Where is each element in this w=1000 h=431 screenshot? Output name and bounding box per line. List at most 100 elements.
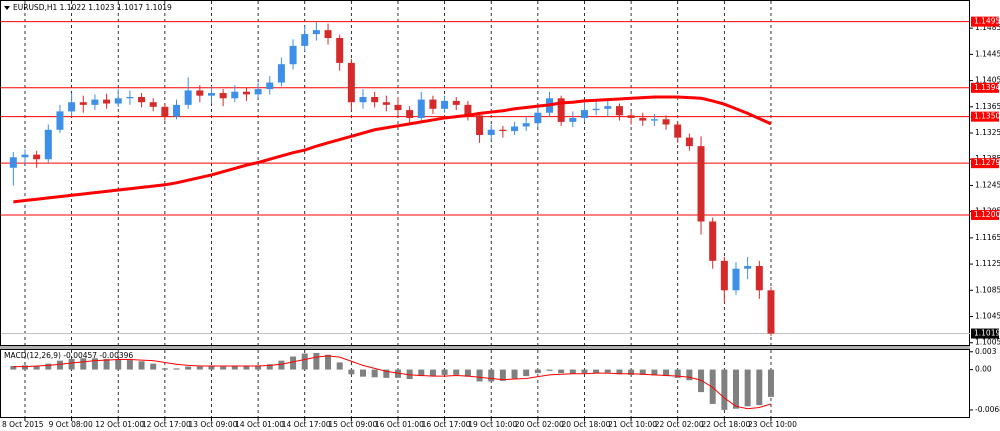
candle-body — [289, 45, 297, 65]
macd-bar — [767, 369, 774, 397]
candle-body — [709, 221, 717, 261]
candle-body — [242, 91, 250, 95]
candle-body — [592, 108, 600, 111]
candle-body — [33, 154, 41, 160]
macd-bar — [255, 365, 262, 370]
candle-body — [557, 98, 565, 122]
menu-triangle[interactable] — [4, 6, 10, 10]
candle-body — [184, 90, 192, 105]
candle-body — [569, 117, 577, 122]
candle-body — [476, 115, 484, 135]
candle-body — [103, 99, 111, 104]
candle-body — [371, 96, 379, 103]
macd-bar — [243, 366, 250, 370]
candle-body — [149, 102, 157, 107]
macd-bar — [406, 369, 413, 380]
macd-bar — [80, 358, 87, 370]
level-marker — [971, 158, 999, 169]
x-tick-label: 20 Oct 18:00 — [561, 420, 610, 429]
candle-body — [173, 104, 181, 117]
macd-bar — [616, 369, 623, 375]
y-tick-label: 1.1165 — [975, 233, 1000, 242]
candle-body — [196, 90, 204, 96]
y-tick-label: 0.003 — [975, 347, 997, 356]
candle-body — [359, 96, 367, 103]
y-tick-label: 1.1325 — [975, 128, 1000, 137]
candle-body — [394, 104, 402, 111]
macd-bar — [220, 366, 227, 370]
y-tick-label: 1.1245 — [975, 180, 1000, 189]
level-label: 1.1279 — [974, 158, 1000, 167]
level-marker — [971, 16, 999, 27]
candle-body — [114, 98, 122, 104]
candle-body — [347, 62, 355, 103]
macd-bar — [639, 369, 646, 375]
macd-bar — [569, 369, 576, 374]
macd-bar — [91, 358, 98, 370]
macd-bar — [744, 369, 751, 407]
candle-body — [452, 100, 460, 105]
candle-body — [732, 268, 740, 291]
macd-bar — [313, 352, 320, 370]
macd-bar — [33, 366, 40, 370]
candle-body — [336, 38, 344, 63]
macd-bar — [10, 366, 17, 370]
candle-body — [254, 89, 262, 95]
x-tick-label: 21 Oct 10:00 — [608, 420, 657, 429]
main-panel-border — [0, 0, 970, 346]
macd-bar — [185, 366, 192, 370]
y-tick-label: 1.1485 — [975, 23, 1000, 32]
macd-bar — [371, 369, 378, 378]
macd-bar — [698, 369, 705, 393]
moving-average — [13, 95, 772, 204]
candle-body — [68, 102, 76, 112]
level-marker — [971, 209, 999, 220]
level-marker — [971, 111, 999, 122]
macd-bar — [674, 369, 681, 378]
x-tick-label: 12 Oct 01:00 — [95, 420, 144, 429]
macd-bar — [394, 369, 401, 378]
candle-body — [138, 96, 146, 103]
x-tick-label: 23 Oct 10:00 — [748, 420, 797, 429]
x-tick-label: 13 Oct 09:00 — [188, 420, 237, 429]
y-tick-label: 1.1445 — [975, 49, 1000, 58]
candle-body — [755, 266, 763, 291]
macd-bar — [464, 369, 471, 377]
macd-bar — [278, 360, 285, 370]
candle-body — [744, 266, 752, 269]
candle-body — [650, 119, 658, 121]
x-tick-label: 8 Oct 2015 — [2, 420, 44, 429]
candle-body — [767, 290, 775, 334]
macd-bar — [45, 363, 52, 370]
macd-bar — [150, 363, 157, 370]
macd-bar — [709, 369, 716, 404]
candle-body — [324, 30, 332, 39]
x-tick-label: 20 Oct 02:00 — [515, 420, 564, 429]
macd-bar — [325, 354, 332, 370]
y-tick-label: 1.1125 — [975, 259, 1000, 268]
x-tick-label: 19 Oct 10:00 — [468, 420, 517, 429]
candle-body — [511, 126, 519, 132]
macd-bar — [733, 369, 739, 409]
y-tick-label: 0.00 — [975, 365, 992, 374]
macd-bar — [628, 369, 635, 375]
candle-body — [21, 154, 29, 158]
x-tick-label: 9 Oct 08:00 — [49, 420, 93, 429]
candle-body — [79, 102, 87, 105]
macd-bar — [196, 366, 203, 370]
macd-bar — [663, 369, 670, 377]
macd-bar — [56, 360, 63, 370]
macd-bar — [604, 369, 611, 373]
macd-bar — [348, 369, 355, 375]
candle-body — [499, 129, 507, 132]
macd-bar — [161, 368, 168, 370]
macd-bar — [511, 369, 518, 379]
macd-bar — [138, 361, 145, 370]
macd-bar — [499, 369, 506, 381]
macd-bar — [558, 369, 565, 374]
y-tick-label: 1.1085 — [975, 285, 1000, 294]
candle-body — [231, 91, 239, 99]
macd-bar — [336, 362, 343, 370]
x-tick-label: 14 Oct 17:00 — [282, 420, 331, 429]
